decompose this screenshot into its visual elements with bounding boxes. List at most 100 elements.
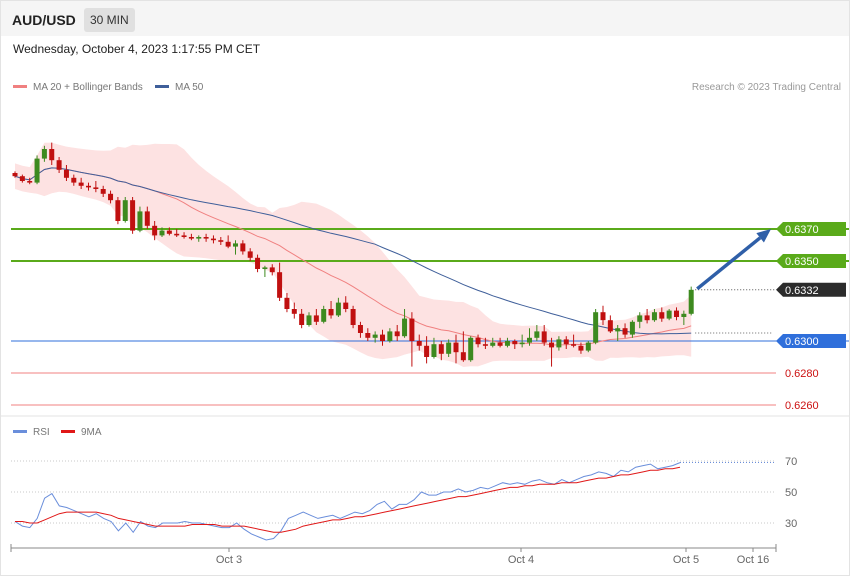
candle-body — [137, 211, 143, 231]
bollinger-band-fill — [15, 142, 692, 367]
candle-body — [218, 240, 224, 242]
candle-body — [27, 181, 33, 183]
datetime-label: Wednesday, October 4, 2023 1:17:55 PM CE… — [13, 42, 261, 56]
candle-body — [688, 289, 694, 314]
x-axis-ticks: Oct 3 Oct 4 Oct 5 Oct 16 — [10, 544, 777, 566]
candle-body — [71, 177, 77, 183]
candle-body — [93, 187, 99, 189]
level-label: 0.6260 — [785, 400, 819, 412]
moving-averages — [14, 167, 692, 346]
candle-body — [86, 185, 91, 188]
forecast-arrow-head — [756, 229, 771, 243]
candle-body — [571, 344, 577, 346]
candle-body — [563, 339, 569, 345]
candle-body — [622, 328, 628, 335]
candle-body — [56, 160, 62, 170]
timeframe-button[interactable]: 30 MIN — [84, 8, 135, 32]
candle-body — [78, 182, 84, 186]
rsi-ma-legend-swatch — [61, 430, 75, 433]
candle-body — [394, 331, 400, 337]
research-credit: Research © 2023 Trading Central — [692, 82, 841, 93]
level-tag — [776, 282, 846, 297]
candle-body — [600, 312, 606, 321]
ma20-legend-label: MA 20 + Bollinger Bands — [33, 82, 143, 93]
candle-body — [365, 333, 371, 338]
level-label: 0.6300 — [785, 336, 819, 348]
candle-body — [372, 334, 378, 338]
candles — [12, 142, 694, 367]
candle-body — [166, 230, 172, 234]
candle-body — [519, 342, 525, 345]
rsi-ma-line — [15, 466, 681, 533]
candle-body — [269, 267, 275, 273]
rsi-legend-swatch — [13, 430, 27, 433]
candle-body — [556, 339, 562, 348]
candle-body — [468, 337, 474, 361]
candle-body — [152, 225, 158, 236]
symbol-title: AUD/USD — [12, 12, 76, 28]
candle-body — [328, 309, 334, 316]
candle-body — [277, 272, 283, 298]
level-lines — [11, 228, 849, 406]
rsi-tick-label: 70 — [785, 456, 797, 468]
level-label: 0.6350 — [785, 256, 819, 268]
candle-body — [130, 200, 136, 231]
candle-body — [233, 243, 238, 247]
candle-body — [585, 342, 591, 351]
rsi-tick-label: 30 — [785, 518, 797, 530]
level-label: 0.6370 — [785, 224, 819, 236]
ma50-legend-label: MA 50 — [175, 82, 204, 93]
candle-body — [108, 193, 114, 201]
candle-body — [475, 337, 481, 345]
candle-body — [482, 344, 488, 346]
level-tag — [776, 334, 846, 348]
candle-body — [615, 328, 621, 332]
candle-body — [12, 173, 18, 177]
candle-body — [409, 318, 415, 341]
candle-body — [453, 342, 459, 353]
candle-body — [512, 341, 518, 345]
candle-body — [593, 312, 599, 343]
candle-body — [203, 237, 209, 239]
x-tick-label: Oct 5 — [673, 554, 699, 566]
candle-body — [357, 325, 363, 333]
candle-body — [49, 149, 55, 161]
candle-body — [541, 331, 547, 343]
ma20-legend-swatch — [13, 85, 27, 88]
candle-body — [188, 237, 194, 239]
candle-body — [159, 230, 165, 236]
candle-body — [431, 344, 437, 357]
candle-body — [262, 267, 268, 269]
level-label: 0.6280 — [785, 368, 819, 380]
rsi-line — [14, 462, 681, 541]
candle-body — [490, 342, 496, 346]
candle-body — [100, 189, 106, 194]
ma50-legend-swatch — [155, 85, 169, 88]
candle-body — [438, 344, 444, 354]
candle-body — [306, 315, 312, 325]
candle-body — [659, 312, 665, 319]
rsi-legend-label: RSI — [33, 427, 50, 438]
candle-body — [34, 158, 40, 183]
candle-body — [607, 320, 613, 332]
candle-body — [321, 309, 327, 322]
candle-body — [549, 342, 555, 348]
bollinger-band — [15, 142, 692, 367]
rsi-gridlines: 30 50 70 — [11, 456, 797, 530]
candle-body — [247, 251, 253, 258]
level-label: 0.6332 — [785, 285, 819, 297]
candle-body — [225, 241, 231, 247]
candle-body — [350, 309, 356, 325]
candle-body — [681, 313, 687, 317]
candle-body — [416, 341, 422, 346]
candle-body — [380, 334, 385, 341]
candle-body — [651, 312, 657, 321]
candle-body — [122, 200, 128, 221]
candle-body — [210, 238, 216, 241]
candle-body — [240, 243, 246, 252]
candle-body — [637, 315, 643, 322]
level-tag — [776, 254, 846, 268]
candle-body — [291, 309, 297, 314]
candle-body — [255, 257, 261, 269]
candle-body — [335, 302, 341, 316]
